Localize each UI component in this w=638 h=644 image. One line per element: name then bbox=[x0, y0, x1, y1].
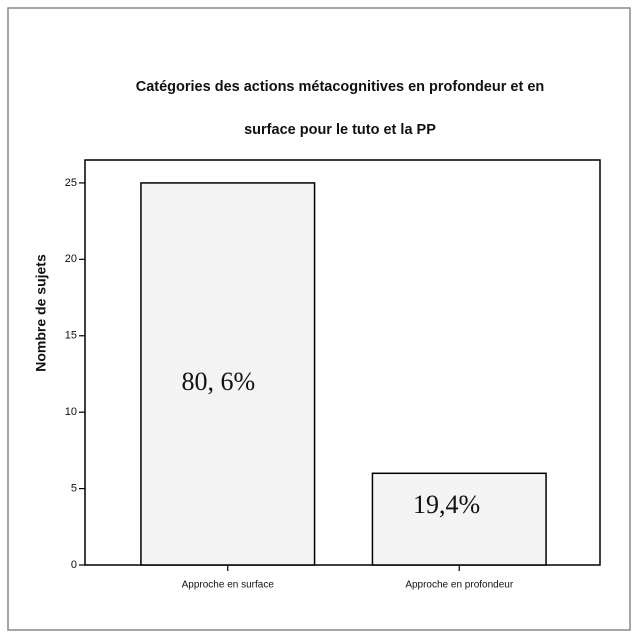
x-tick-label: Approche en profondeur bbox=[405, 580, 514, 591]
annotation: 80, 6% bbox=[181, 367, 255, 396]
y-tick-label: 15 bbox=[65, 330, 77, 342]
y-tick-label: 20 bbox=[65, 253, 77, 265]
y-axis-label: Nombre de sujets bbox=[33, 254, 49, 372]
plot-area bbox=[84, 159, 601, 566]
bar bbox=[371, 472, 547, 566]
chart-title: surface pour le tuto et la PP bbox=[244, 122, 436, 138]
y-tick-label: 10 bbox=[65, 406, 77, 418]
y-tick-label: 5 bbox=[71, 482, 77, 494]
y-tick-label: 0 bbox=[71, 559, 77, 571]
chart-title: Catégories des actions métacognitives en… bbox=[136, 79, 545, 95]
y-tick-label: 25 bbox=[65, 177, 77, 189]
annotation: 19,4% bbox=[413, 490, 480, 519]
x-tick-label: Approche en surface bbox=[182, 580, 275, 591]
bar bbox=[140, 182, 316, 566]
